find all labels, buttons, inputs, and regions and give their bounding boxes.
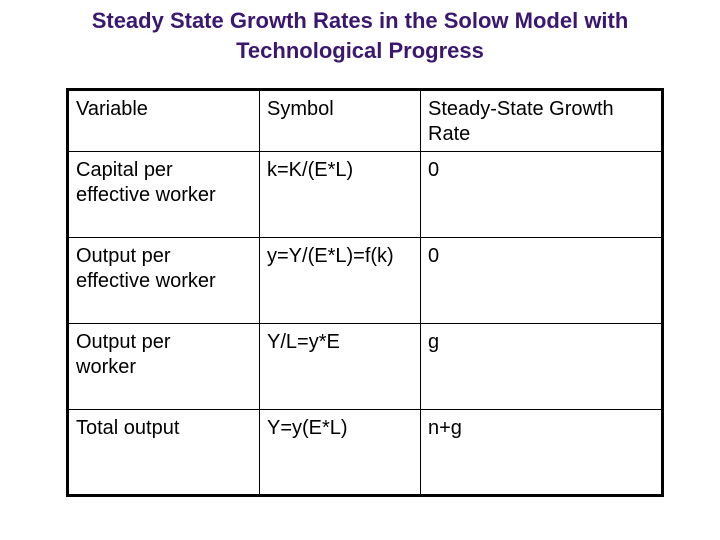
cell-text: k=K/(E*L) (267, 159, 354, 181)
table-cell: Output per effective worker (67, 237, 260, 324)
header-cell: Symbol (259, 89, 421, 152)
slide-title: Steady State Growth Rates in the Solow M… (0, 6, 720, 66)
table-cell: Capital per effective worker (67, 151, 260, 238)
cell-text: Output per (76, 245, 171, 267)
cell-text: Symbol (267, 98, 334, 120)
table-row: Output per effective worker y=Y/(E*L)=f(k)… (67, 237, 663, 324)
cell-text: effective worker (76, 270, 216, 292)
table-row: Total output Y=y(E*L) n+g (67, 409, 663, 496)
table-cell: y=Y/(E*L)=f(k) (259, 237, 421, 324)
cell-text: Capital per (76, 159, 173, 181)
table-cell: 0 (420, 151, 663, 238)
cell-text: Y/L=y*E (267, 331, 340, 353)
cell-text: 0 (428, 159, 440, 181)
table: Variable Symbol Steady-State Growth Rate Cap… (66, 88, 664, 497)
table-cell: Y=y(E*L) (259, 409, 421, 496)
cell-text: Rate (428, 123, 471, 145)
table-cell: Y/L=y*E (259, 323, 421, 410)
title-line: Technological Progress (236, 38, 484, 63)
cell-text: Y=y(E*L) (267, 417, 348, 439)
header-row: Variable Symbol Steady-State Growth Rate (67, 89, 663, 152)
cell-text: 0 (428, 245, 440, 267)
header-cell: Variable (67, 89, 260, 152)
table-row: Output per worker Y/L=y*E g (67, 323, 663, 410)
cell-text: Output per (76, 331, 171, 353)
table-cell: k=K/(E*L) (259, 151, 421, 238)
cell-text: Total output (76, 417, 180, 439)
cell-text: Steady-State Growth (428, 98, 614, 120)
table-cell: g (420, 323, 663, 410)
cell-text: g (428, 331, 440, 353)
cell-text: n+g (428, 417, 462, 439)
cell-text: worker (76, 356, 137, 378)
table-cell: Output per worker (67, 323, 260, 410)
table-cell: Total output (67, 409, 260, 496)
cell-text: Variable (76, 98, 148, 120)
table-cell: n+g (420, 409, 663, 496)
table-row: Capital per effective worker k=K/(E*L) 0 (67, 151, 663, 238)
table-cell: 0 (420, 237, 663, 324)
header-cell: Steady-State Growth Rate (420, 89, 663, 152)
cell-text: y=Y/(E*L)=f(k) (267, 245, 394, 267)
cell-text: effective worker (76, 184, 216, 206)
title-line: Steady State Growth Rates in the Solow M… (91, 8, 629, 33)
